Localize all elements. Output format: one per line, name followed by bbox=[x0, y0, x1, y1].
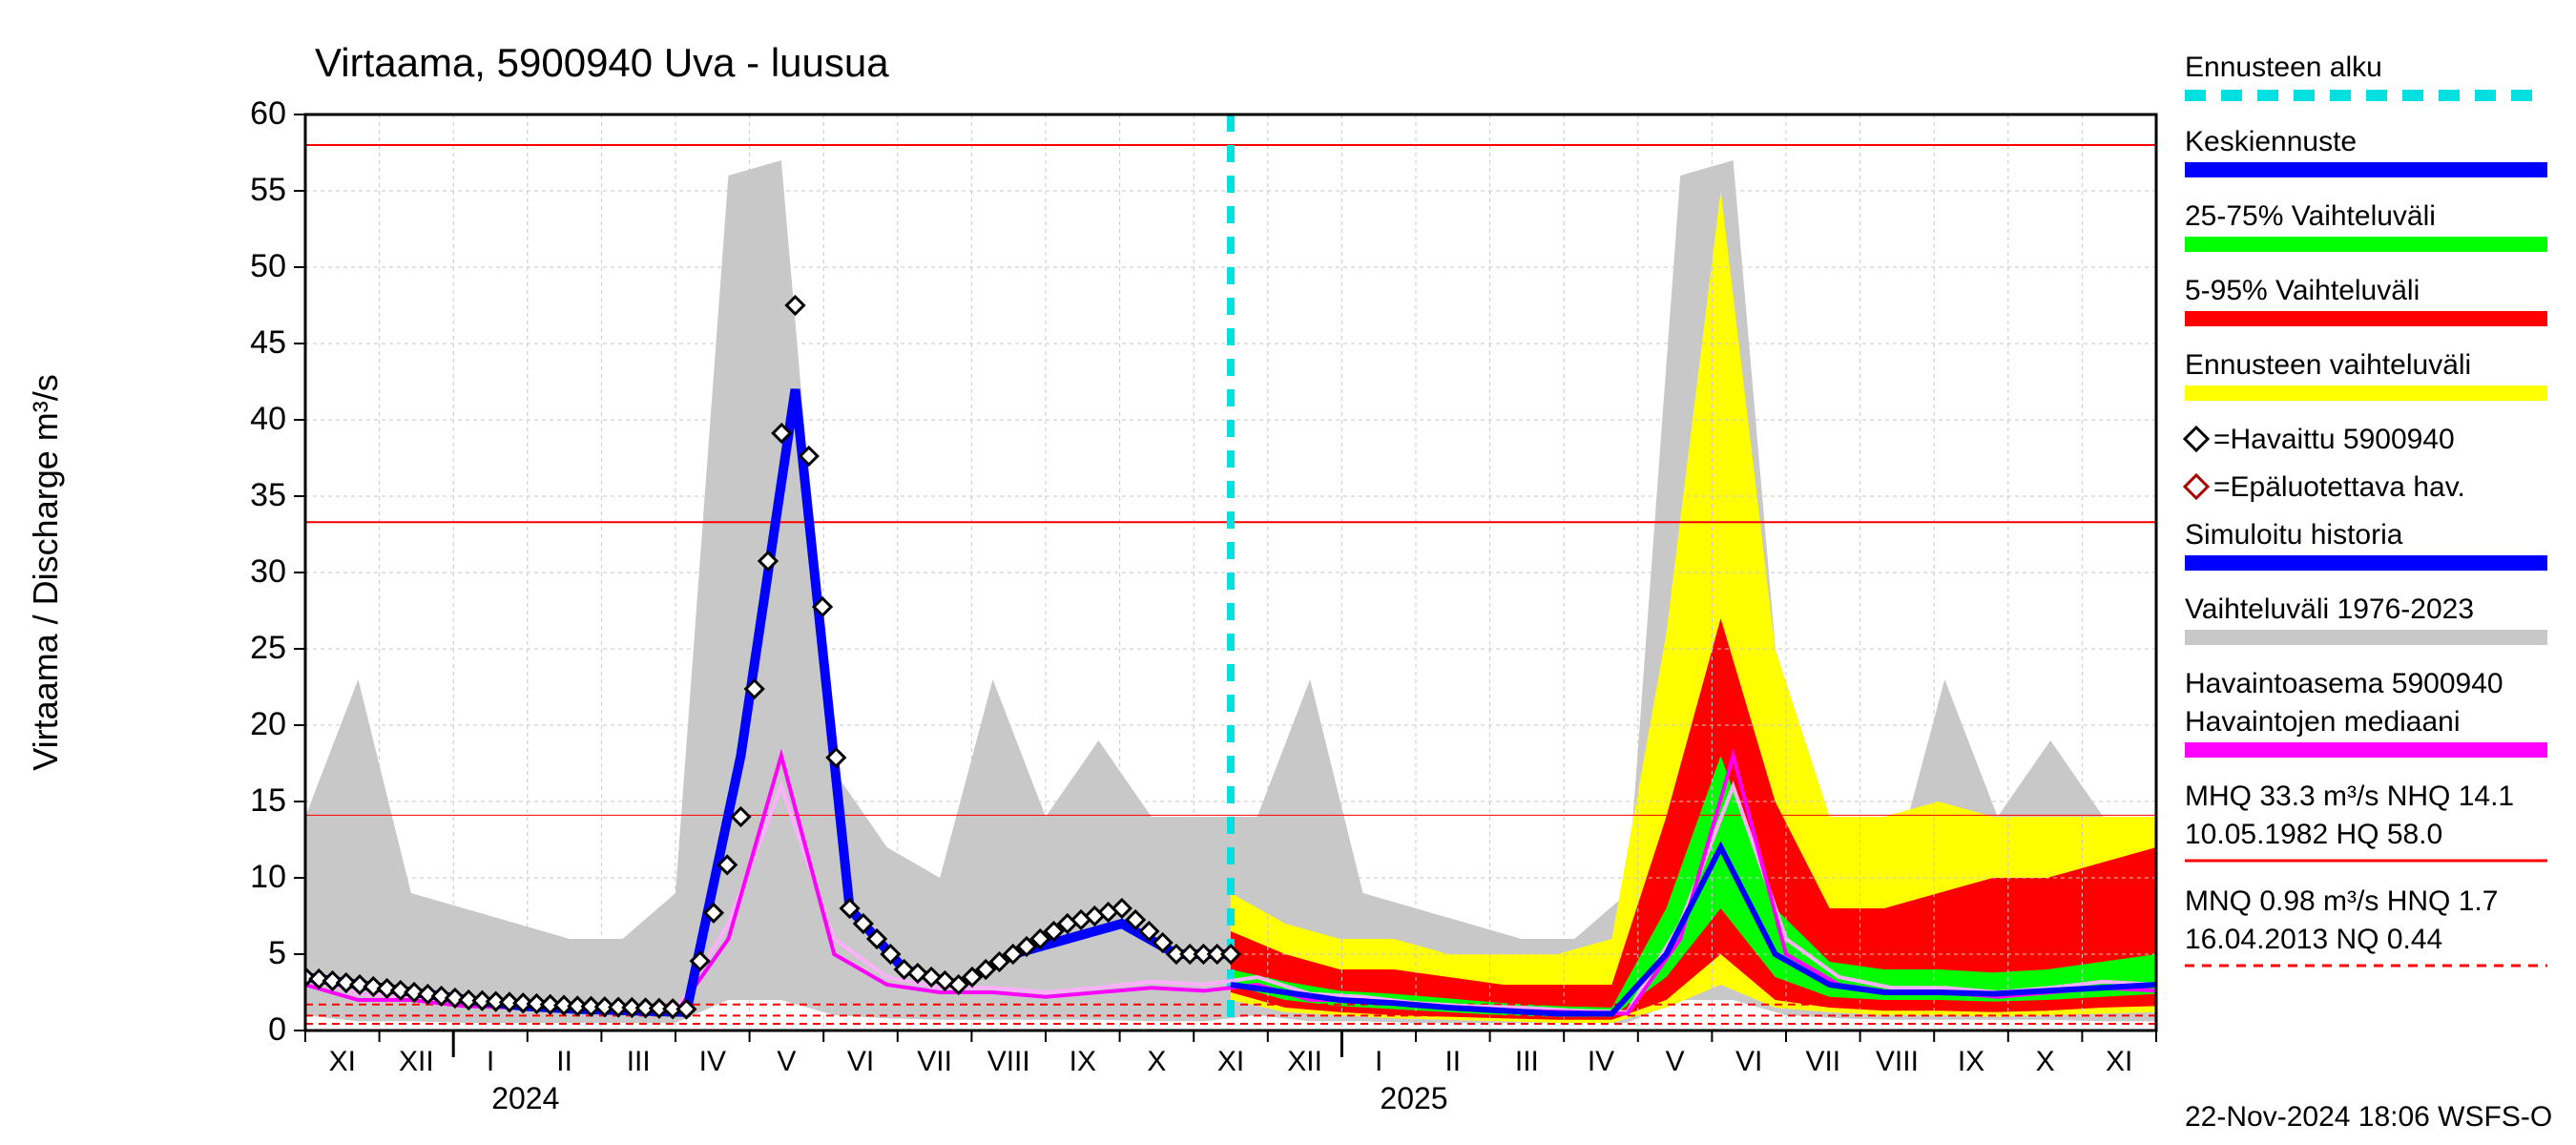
x-month-label: IV bbox=[1588, 1046, 1614, 1077]
y-tick-label: 5 bbox=[268, 935, 286, 971]
legend-label: MHQ 33.3 m³/s NHQ 14.1 bbox=[2185, 781, 2514, 812]
legend-swatch bbox=[2185, 311, 2547, 326]
x-year-label: 2025 bbox=[1380, 1081, 1447, 1115]
x-month-label: IX bbox=[1958, 1046, 1984, 1077]
legend-label: =Epäluotettava hav. bbox=[2213, 471, 2465, 503]
x-month-label: XII bbox=[399, 1046, 434, 1077]
legend-label: Ennusteen vaihteluväli bbox=[2185, 349, 2471, 381]
y-tick-label: 55 bbox=[250, 172, 286, 208]
legend-label: Vaihteluväli 1976-2023 bbox=[2185, 593, 2474, 625]
y-tick-label: 60 bbox=[250, 95, 286, 132]
legend-label: Keskiennuste bbox=[2185, 126, 2357, 157]
legend-label: Havaintojen mediaani bbox=[2185, 706, 2461, 738]
y-axis-label: Virtaama / Discharge m³/s bbox=[26, 374, 65, 770]
legend-item-observed: =Havaittu 5900940 bbox=[2185, 424, 2455, 455]
legend-item-mhq: MHQ 33.3 m³/s NHQ 14.1 bbox=[2185, 781, 2514, 812]
legend-label: 16.04.2013 NQ 0.44 bbox=[2185, 924, 2442, 955]
x-month-label: X bbox=[1147, 1046, 1166, 1077]
y-tick-label: 30 bbox=[250, 553, 286, 590]
legend-label: 5-95% Vaihteluväli bbox=[2185, 275, 2420, 306]
x-month-label: XI bbox=[329, 1046, 356, 1077]
y-tick-label: 40 bbox=[250, 401, 286, 437]
x-month-label: V bbox=[1666, 1046, 1685, 1077]
legend-label: 10.05.1982 HQ 58.0 bbox=[2185, 819, 2442, 850]
x-month-label: XI bbox=[2106, 1046, 2132, 1077]
legend-swatch bbox=[2185, 555, 2547, 571]
legend-label: Havaintoasema 5900940 bbox=[2185, 668, 2503, 699]
chart-footer: 22-Nov-2024 18:06 WSFS-O bbox=[2185, 1101, 2552, 1133]
legend-item-unreliable: =Epäluotettava hav. bbox=[2185, 471, 2465, 503]
legend-label: =Havaittu 5900940 bbox=[2213, 424, 2455, 455]
x-month-label: VII bbox=[917, 1046, 952, 1077]
legend-item-mnq: MNQ 0.98 m³/s HNQ 1.7 bbox=[2185, 885, 2498, 917]
legend-label: Simuloitu historia bbox=[2185, 519, 2403, 551]
y-tick-label: 50 bbox=[250, 248, 286, 284]
legend-swatch bbox=[2185, 742, 2547, 758]
y-tick-label: 10 bbox=[250, 859, 286, 895]
y-tick-label: 0 bbox=[268, 1011, 286, 1048]
x-month-label: I bbox=[487, 1046, 494, 1077]
x-month-label: V bbox=[777, 1046, 796, 1077]
x-month-label: II bbox=[1444, 1046, 1461, 1077]
x-year-label: 2024 bbox=[491, 1081, 559, 1115]
x-month-label: X bbox=[2036, 1046, 2055, 1077]
x-month-label: III bbox=[627, 1046, 651, 1077]
x-month-label: III bbox=[1515, 1046, 1539, 1077]
legend-swatch bbox=[2185, 162, 2547, 177]
x-month-label: XI bbox=[1217, 1046, 1244, 1077]
x-month-label: IX bbox=[1070, 1046, 1096, 1077]
chart-title: Virtaama, 5900940 Uva - luusua bbox=[315, 40, 889, 85]
y-tick-label: 35 bbox=[250, 477, 286, 513]
x-month-label: VIII bbox=[987, 1046, 1030, 1077]
legend-swatch bbox=[2185, 385, 2547, 401]
x-month-label: IV bbox=[699, 1046, 726, 1077]
y-tick-label: 25 bbox=[250, 630, 286, 666]
legend-swatch bbox=[2185, 630, 2547, 645]
legend-item-hist_station: Havaintoasema 5900940 bbox=[2185, 668, 2503, 699]
y-tick-label: 20 bbox=[250, 706, 286, 742]
x-month-label: VIII bbox=[1876, 1046, 1919, 1077]
y-tick-label: 45 bbox=[250, 324, 286, 361]
y-tick-label: 15 bbox=[250, 782, 286, 819]
legend-label: 25-75% Vaihteluväli bbox=[2185, 200, 2436, 232]
x-month-label: XII bbox=[1287, 1046, 1322, 1077]
x-month-label: I bbox=[1375, 1046, 1382, 1077]
x-month-label: VII bbox=[1805, 1046, 1840, 1077]
x-month-label: VI bbox=[1735, 1046, 1762, 1077]
legend-label: Ennusteen alku bbox=[2185, 52, 2382, 83]
x-month-label: VI bbox=[847, 1046, 874, 1077]
x-month-label: II bbox=[556, 1046, 572, 1077]
legend-swatch bbox=[2185, 237, 2547, 252]
chart-svg: 051015202530354045505560XIXIIIIIIIIIVVVI… bbox=[0, 0, 2576, 1145]
legend-label: MNQ 0.98 m³/s HNQ 1.7 bbox=[2185, 885, 2498, 917]
discharge-forecast-chart: 051015202530354045505560XIXIIIIIIIIIVVVI… bbox=[0, 0, 2576, 1145]
